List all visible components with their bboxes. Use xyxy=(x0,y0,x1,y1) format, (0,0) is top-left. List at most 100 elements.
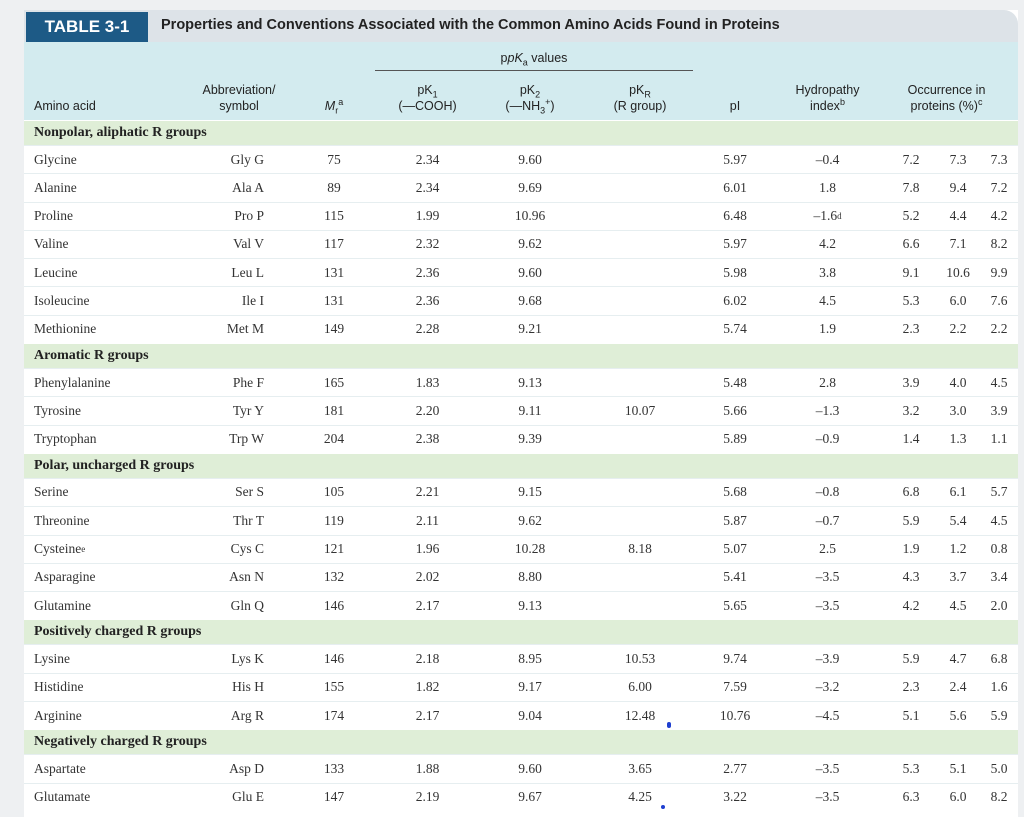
table-cell: 5.1 xyxy=(896,702,926,729)
cell-text: 6.01 xyxy=(723,179,747,195)
cell-text: Isoleucine xyxy=(34,292,90,308)
table-cell: 1.1 xyxy=(984,426,1014,453)
cell-text: 9.68 xyxy=(518,292,542,308)
table-cell: Tyrosine xyxy=(34,397,184,424)
header-text: Occurrence in xyxy=(907,83,986,97)
cell-text: 2.36 xyxy=(415,264,440,280)
table-cell: 2.28 xyxy=(385,316,470,343)
pen-mark xyxy=(667,722,671,728)
table-cell: 1.82 xyxy=(385,674,470,701)
table-cell: Aspartate xyxy=(34,755,184,782)
cell-text: –1.6 xyxy=(813,208,838,224)
table-cell: –1.3 xyxy=(780,397,875,424)
cell-text: 9.1 xyxy=(902,264,920,280)
cell-text: 0.8 xyxy=(990,541,1008,557)
table-cell: 3.4 xyxy=(984,564,1014,591)
table-cell: 2.2 xyxy=(939,316,977,343)
cell-text: 1.99 xyxy=(415,208,440,224)
table-cell: 9.9 xyxy=(984,259,1014,286)
table-cell: 4.2 xyxy=(984,203,1014,230)
cell-text: 8.95 xyxy=(518,650,542,666)
cell-text: 3.9 xyxy=(990,402,1008,418)
table-cell: Lys K xyxy=(184,645,264,672)
cell-text: 2.36 xyxy=(415,292,440,308)
cell-text: 181 xyxy=(323,402,345,418)
header-cell: Occurrence in proteins (%)c xyxy=(889,82,1004,114)
cell-text: 5.7 xyxy=(990,484,1008,500)
table-cell: 2.32 xyxy=(385,231,470,258)
header-text: Hydropathy xyxy=(795,83,860,97)
cell-text: –3.5 xyxy=(815,789,840,805)
header-note: a xyxy=(338,96,344,107)
table-cell: 3.8 xyxy=(780,259,875,286)
table-cell: 133 xyxy=(314,755,354,782)
table-cell: 1.83 xyxy=(385,369,470,396)
cell-text: 6.48 xyxy=(723,208,747,224)
cell-text: 10.07 xyxy=(624,402,656,418)
cell-text: Asp D xyxy=(229,760,264,776)
cell-text: –3.5 xyxy=(815,569,840,585)
cell-text: 8.80 xyxy=(518,569,542,585)
table-row: Tryptophan Trp W 204 2.38 9.39 5.89 –0.9 1.4 1.3… xyxy=(24,424,1018,453)
table-cell: –0.8 xyxy=(780,479,875,506)
header-cell: pKR (R group) xyxy=(590,82,690,114)
table-cell: 2.18 xyxy=(385,645,470,672)
table-cell: 9.17 xyxy=(470,674,590,701)
table-cell: 4.5 xyxy=(939,592,977,619)
title-bar: TABLE 3-1 Properties and Conventions Ass… xyxy=(24,10,1018,42)
table-cell: –3.5 xyxy=(780,592,875,619)
header-cell: pI xyxy=(690,98,780,114)
table-cell: 181 xyxy=(314,397,354,424)
table-cell: 6.02 xyxy=(690,287,780,314)
cell-text: 9.21 xyxy=(518,321,542,337)
cell-text: 9.69 xyxy=(518,179,542,195)
cell-text: 204 xyxy=(323,431,345,447)
cell-text: 2.77 xyxy=(723,760,747,776)
cell-text: 10.96 xyxy=(514,208,546,224)
table-cell: –3.5 xyxy=(780,784,875,811)
table-cell: 10.07 xyxy=(590,397,690,424)
cell-text: 5.87 xyxy=(723,512,747,528)
table-cell: 4.5 xyxy=(984,369,1014,396)
cell-text: Gln Q xyxy=(230,597,264,613)
table-cell: 4.2 xyxy=(780,231,875,258)
table-cell: 9.13 xyxy=(470,592,590,619)
table-cell: 6.8 xyxy=(896,479,926,506)
cell-text: Pro P xyxy=(234,208,264,224)
table-cell: 131 xyxy=(314,287,354,314)
table-cell: Val V xyxy=(184,231,264,258)
cell-text: 4.2 xyxy=(902,597,920,613)
table-cell: 5.74 xyxy=(690,316,780,343)
table-cell: 165 xyxy=(314,369,354,396)
table-cell: Cysteine e xyxy=(34,541,86,557)
header-text: index xyxy=(810,99,840,113)
cell-text: Asn N xyxy=(229,569,264,585)
cell-text: 131 xyxy=(323,292,345,308)
table-cell: 5.41 xyxy=(690,564,780,591)
table-cell: 7.2 xyxy=(984,174,1014,201)
header-text: pK xyxy=(417,83,433,97)
header-sub: 3 xyxy=(540,105,546,116)
cell-text: –3.5 xyxy=(815,760,840,776)
cell-text: 9.11 xyxy=(518,402,542,418)
table-cell: 0.8 xyxy=(984,536,1014,563)
table-cell: Trp W xyxy=(184,426,264,453)
cell-text: 5.1 xyxy=(949,760,967,776)
cell-text: Tyrosine xyxy=(34,402,82,418)
table-cell: 3.7 xyxy=(939,564,977,591)
header-text: values xyxy=(531,51,568,65)
table-cell: 5.2 xyxy=(896,203,926,230)
cell-text: 117 xyxy=(324,236,344,252)
table-cell: –3.5 xyxy=(780,755,875,782)
cell-text: 9.17 xyxy=(518,679,542,695)
table-cell: Histidine xyxy=(34,674,184,701)
table-cell: 9.15 xyxy=(470,479,590,506)
cell-text: 165 xyxy=(323,374,345,390)
header-cell: pK1 (—COOH) xyxy=(385,82,470,114)
cell-text: 4.0 xyxy=(949,374,967,390)
cell-text: 9.13 xyxy=(518,597,542,613)
table-row: Arginine Arg R 174 2.17 9.04 12.48 10.76 –4.5 5.… xyxy=(24,701,1018,729)
table-cell: 5.0 xyxy=(984,755,1014,782)
group-heading: Positively charged R groups xyxy=(24,619,1018,645)
table-cell: 2.02 xyxy=(385,564,470,591)
